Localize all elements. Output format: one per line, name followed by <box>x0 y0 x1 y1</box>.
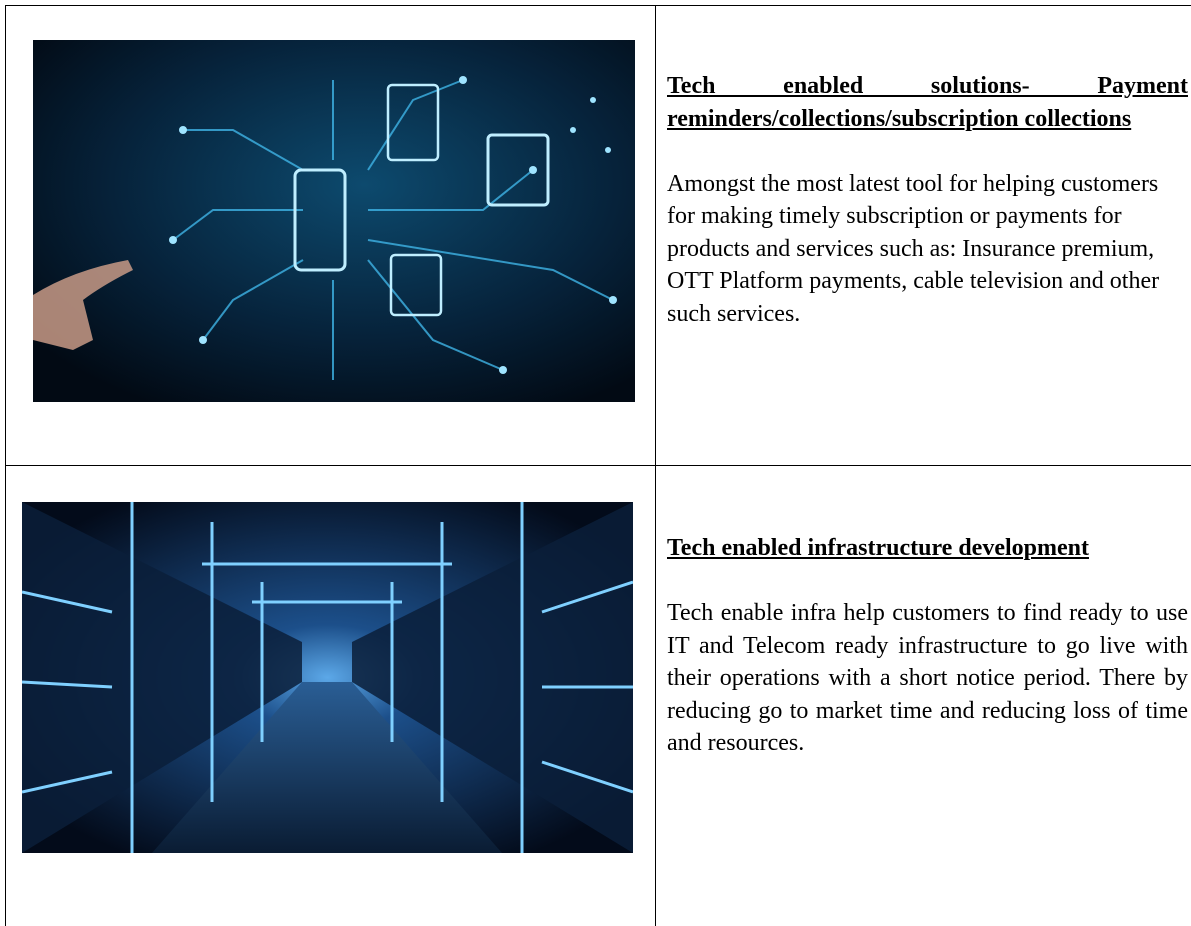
row-2-text: Tech enabled infrastructure development … <box>667 532 1188 760</box>
row-1-title: Tech enabled solutions- Payment reminder… <box>667 73 1188 132</box>
row-1-text: Tech enabled solutions- Payment reminder… <box>667 70 1188 330</box>
server-room-image <box>22 502 633 853</box>
row-1-body: Amongst the most latest tool for helping… <box>667 170 1160 327</box>
row-2-body: Tech enable infra help customers to find… <box>667 600 1188 756</box>
circuit-image <box>33 40 635 402</box>
row-2-title: Tech enabled infrastructure development <box>667 535 1089 561</box>
table-divider-row <box>5 465 1191 466</box>
table-border-top <box>5 5 1191 6</box>
